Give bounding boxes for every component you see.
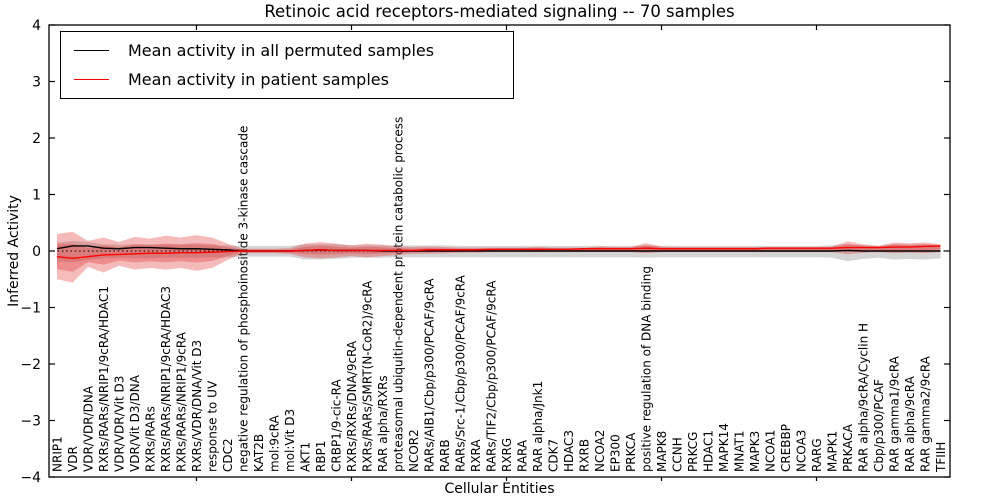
x-tick-label: RARs/Src-1/Cbp/p300/PCAF/9cRA: [454, 274, 468, 472]
x-tick-label: VDR/VDR/DNA: [82, 385, 96, 472]
x-tick-label: mol:9cRA: [268, 415, 282, 472]
y-axis-label: Inferred Activity: [6, 195, 22, 307]
x-tick-label: RAR alpha/9cRA: [903, 375, 917, 472]
legend-label-permuted: Mean activity in all permuted samples: [128, 41, 435, 60]
legend-item-permuted: Mean activity in all permuted samples: [61, 40, 513, 62]
x-tick-label: RARG: [810, 438, 824, 472]
x-tick-label: RXRs/RARs/NRIP1/9cRA: [175, 331, 189, 472]
y-tick-label: −3: [20, 414, 41, 430]
x-tick-label: EP300: [609, 434, 623, 472]
x-tick-label: PRKACA: [841, 423, 855, 472]
x-tick-label: MAPK14: [717, 423, 731, 472]
x-tick-label: RXRG: [500, 438, 514, 472]
y-tick-label: 2: [32, 131, 41, 147]
x-tick-label: NCOR2: [407, 429, 421, 472]
legend-line-permuted-icon: [74, 50, 109, 51]
x-tick-label: CDC2: [221, 438, 235, 472]
x-tick-label: HDAC3: [562, 430, 576, 472]
legend-line-patient-icon: [74, 79, 109, 80]
x-tick-label: HDAC1: [702, 430, 716, 472]
x-tick-label: NRIP1: [51, 436, 65, 472]
x-tick-label: VDR: [66, 446, 80, 472]
patient-std-band-inner: [57, 243, 941, 272]
patient-mean-line: [56, 245, 941, 260]
y-tick-label: −2: [20, 357, 41, 373]
x-tick-label: AKT1: [299, 442, 313, 472]
x-tick-label: RXRs/RARs/NRIP1/9cRA/HDAC3: [159, 286, 173, 472]
x-tick-label: RXRs/RARs/NRIP1/9cRA/HDAC1: [97, 286, 111, 472]
permuted-mean-line: [56, 245, 941, 252]
y-tick-label: −4: [20, 470, 41, 486]
x-tick-label: RAR gamma2/9cRA: [919, 355, 933, 472]
legend-label-patient: Mean activity in patient samples: [128, 70, 389, 89]
x-tick-label: positive regulation of DNA binding: [640, 266, 654, 472]
x-tick-label: RXRs/RARs/SMRT(N-CoR2)/9cRA: [361, 280, 375, 472]
x-tick-label: TFIIH: [934, 442, 948, 473]
x-tick-label: MAPK1: [826, 431, 840, 472]
x-tick-label: VDR/Vit D3/DNA: [128, 374, 142, 472]
x-tick-label: proteasomal ubiquitin-dependent protein …: [392, 117, 406, 472]
x-tick-label: Cbp/p300/PCAF: [872, 379, 886, 472]
x-tick-label: RAR gamma1/9cRA: [888, 355, 902, 472]
x-tick-label: RAR alpha/RXRs: [376, 375, 390, 472]
x-tick-label: RARs/AIB1/Cbp/p300/PCAF/9cRA: [423, 278, 437, 472]
x-tick-label: CREBBP: [779, 424, 793, 472]
x-tick-label: response to UV: [206, 380, 220, 472]
y-tick-label: 4: [32, 18, 41, 34]
x-tick-label: NCOA1: [764, 430, 778, 472]
x-tick-label: RXRs/RXRs/DNA/9cRA: [345, 340, 359, 472]
x-tick-label: RARA: [516, 439, 530, 472]
x-tick-label: mol:Vit D3: [283, 409, 297, 472]
x-tick-label: RARB: [438, 439, 452, 472]
patient-std-band: [57, 231, 941, 283]
y-tick-label: 3: [32, 75, 41, 91]
x-tick-label: RXRs/VDR/DNA/Vit D3: [190, 340, 204, 472]
x-tick-label: MAPK8: [655, 431, 669, 472]
x-tick-label: CDK7: [547, 439, 561, 472]
x-tick-label: RXRs/RARs: [144, 406, 158, 472]
y-tick-label: 0: [32, 244, 41, 260]
chart-title: Retinoic acid receptors-mediated signali…: [264, 2, 735, 21]
x-tick-label: PRKCA: [624, 432, 638, 472]
x-tick-label: RARs/TIF2/Cbp/p300/PCAF/9cRA: [485, 280, 499, 472]
x-tick-label: NCOA2: [593, 430, 607, 472]
x-tick-label: PRKCG: [686, 432, 700, 472]
x-tick-label: VDR/VDR/Vit D3: [113, 376, 127, 472]
y-tick-label: 1: [32, 188, 41, 204]
x-tick-label: RXRA: [469, 439, 483, 472]
x-tick-label: NCOA3: [795, 430, 809, 472]
x-tick-label: CCNH: [671, 437, 685, 472]
x-tick-label: KAT2B: [252, 434, 266, 472]
x-tick-label: RAR alpha/9cRA/Cyclin H: [857, 323, 871, 472]
y-tick-label: −1: [20, 301, 41, 317]
x-tick-label: negative regulation of phosphoinositide …: [237, 126, 251, 472]
x-tick-label: RBP1: [314, 441, 328, 472]
x-tick-label: MNAT1: [733, 430, 747, 472]
x-tick-label: MAPK3: [748, 431, 762, 472]
legend-item-patient: Mean activity in patient samples: [61, 69, 513, 91]
x-tick-label: CRBP1/9-cic-RA: [330, 378, 344, 472]
x-tick-label: RXRB: [578, 439, 592, 472]
x-tick-label: RAR alpha/Jnk1: [531, 381, 545, 472]
x-axis-label: Cellular Entities: [444, 481, 555, 497]
legend: Mean activity in all permuted samples Me…: [60, 31, 514, 99]
